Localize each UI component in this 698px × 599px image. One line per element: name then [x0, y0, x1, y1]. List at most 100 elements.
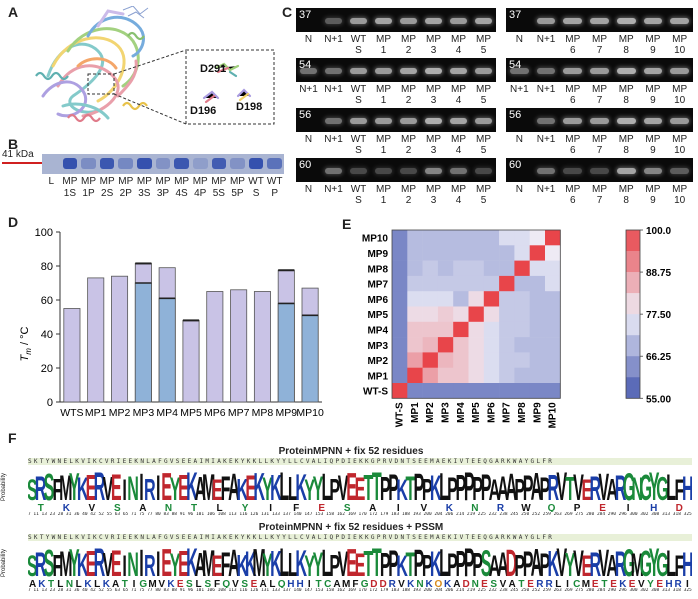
logo-letter: K: [396, 550, 408, 584]
protein-structure-svg: D291 D196 D198: [35, 5, 275, 125]
x-tick-label: MP3: [133, 407, 155, 419]
logo-letter: T: [406, 469, 416, 507]
colorbar-tick-label: 77.50: [646, 310, 671, 321]
logo-letter: M: [631, 548, 644, 583]
gel-lane-label-top: N+1: [324, 84, 343, 95]
gel-band: [325, 168, 342, 174]
logo-letter-minor: I: [686, 579, 689, 588]
heatmap-cell: [545, 275, 561, 292]
agarose-gel: 60: [296, 158, 496, 182]
logo-letter-minor: S: [204, 579, 211, 588]
heatmap-cell: [453, 291, 469, 307]
logo-letter: A: [497, 545, 509, 583]
sds-lane-label-top: MP: [81, 176, 97, 187]
colorbar-tick-label: 100.0: [646, 226, 671, 237]
gel-lane-label-bottom: 2: [405, 95, 412, 106]
logo-letter-minor: H: [650, 503, 657, 512]
gel-band: [590, 18, 609, 24]
heatmap-row-label: MP5: [367, 310, 388, 321]
logo-letter: E: [346, 466, 357, 509]
gel-band: [670, 18, 689, 24]
gel-lane-label-top: N: [304, 134, 313, 145]
gel-band: [475, 168, 492, 174]
heatmap-cell: [483, 383, 500, 399]
heatmap-cell: [499, 383, 515, 399]
logo-letter: S: [28, 474, 38, 508]
sds-lane-labels: L MP 1S MP 1P MP 2S MP 2P MP 3S MP 3P MP 4S MP 4P MP 5S MP 5…: [42, 176, 284, 208]
logo-letter-minor: T: [48, 579, 54, 588]
gel-lane-label-top: MP: [376, 34, 391, 45]
gel-lane-label-bottom: 6: [570, 145, 576, 156]
heatmap-cell: [392, 260, 408, 277]
gel-band: [400, 118, 417, 124]
logo-letter: G: [656, 545, 669, 583]
gel-band: [563, 18, 583, 24]
logo-letter-minor: C: [324, 579, 331, 588]
sds-lane-label-top: WT: [248, 176, 264, 187]
logo-letter: K: [547, 544, 559, 584]
gel-lane-label-bottom: 10: [674, 45, 686, 56]
sds-lane-label-bottom: 4S: [175, 188, 188, 199]
gel-lane-label-top: WT: [350, 34, 367, 45]
logo-letter: S: [44, 543, 55, 585]
logo-letter-minor: Q: [222, 579, 230, 588]
logo-letter-minor: L: [57, 579, 63, 588]
heatmap-cell: [529, 260, 546, 277]
heatmap-row-label: MP4: [367, 325, 388, 336]
logo-letter: Y: [262, 548, 273, 583]
logo-letter-minor: K: [84, 579, 92, 588]
x-tick-label: MP9: [275, 407, 297, 419]
heatmap-row-label: MP10: [362, 234, 389, 245]
heatmap-cell: [392, 337, 408, 353]
logo-letter-minor: S: [241, 579, 248, 588]
gel-temperature-label: 60: [299, 159, 312, 171]
gel-lane-label-bottom: S: [355, 195, 362, 206]
heatmap-cell: [468, 245, 485, 261]
logo-letter-minor: E: [610, 579, 617, 588]
sds-lane-label-top: WT: [266, 176, 283, 187]
x-tick-label: WTS: [60, 407, 83, 419]
heatmap-cell: [422, 230, 439, 246]
logo-letter: T: [372, 466, 382, 509]
heatmap-cell: [529, 367, 546, 384]
gel-lane-label-bottom: 4: [455, 95, 462, 106]
logo-letter: K: [237, 550, 249, 584]
logo-letter: E: [346, 542, 357, 585]
sds-lane-label-bottom: 1P: [82, 188, 95, 199]
logo-letter: S: [28, 550, 38, 584]
logo-letter-minor: E: [481, 579, 488, 588]
heatmap-col-label: MP8: [517, 402, 528, 423]
gel-lane-label-top: MP: [401, 84, 416, 95]
y-axis-label: Tm / °C: [19, 326, 33, 361]
heatmap-cell: [529, 337, 546, 353]
heatmap-cell: [483, 367, 500, 384]
logo-letter-minor: L: [269, 579, 275, 588]
gel-band: [450, 18, 467, 24]
logo-letter: Y: [649, 466, 660, 509]
gel-lane-label-top: MP: [618, 84, 634, 95]
gel-band: [450, 118, 467, 124]
tm-bar: [253, 291, 271, 403]
sds-lane-label-bottom: 5S: [212, 188, 225, 199]
gel-temperature-label: 37: [299, 9, 312, 21]
logo-letter-minor: V: [232, 579, 239, 588]
logo-letter: R: [94, 542, 106, 585]
logo-letter-minor: I: [269, 503, 272, 512]
gel-lane-label-top: MP: [376, 134, 391, 145]
gel-lane-label-top: MP: [476, 184, 491, 195]
logo-letter-minor: R: [675, 579, 683, 588]
logo-letter-minor: T: [315, 579, 321, 588]
logo-letter: K: [295, 468, 307, 509]
logo-letter-minor: S: [186, 579, 193, 588]
logo-letter-minor: V: [158, 579, 165, 588]
gel-band: [590, 168, 609, 174]
logo-letter-minor: K: [167, 579, 175, 588]
colorbar-tick-label: 88.75: [646, 268, 671, 279]
logo-letter-minor: N: [471, 503, 478, 512]
logo-letter-minor: E: [599, 503, 606, 512]
heatmap-cell: [392, 321, 408, 338]
logo-letter: E: [582, 550, 593, 584]
gel-lane-label-bottom: 1: [380, 145, 387, 156]
logo-letter-minor: E: [251, 579, 258, 588]
logo-letter: R: [35, 545, 47, 583]
